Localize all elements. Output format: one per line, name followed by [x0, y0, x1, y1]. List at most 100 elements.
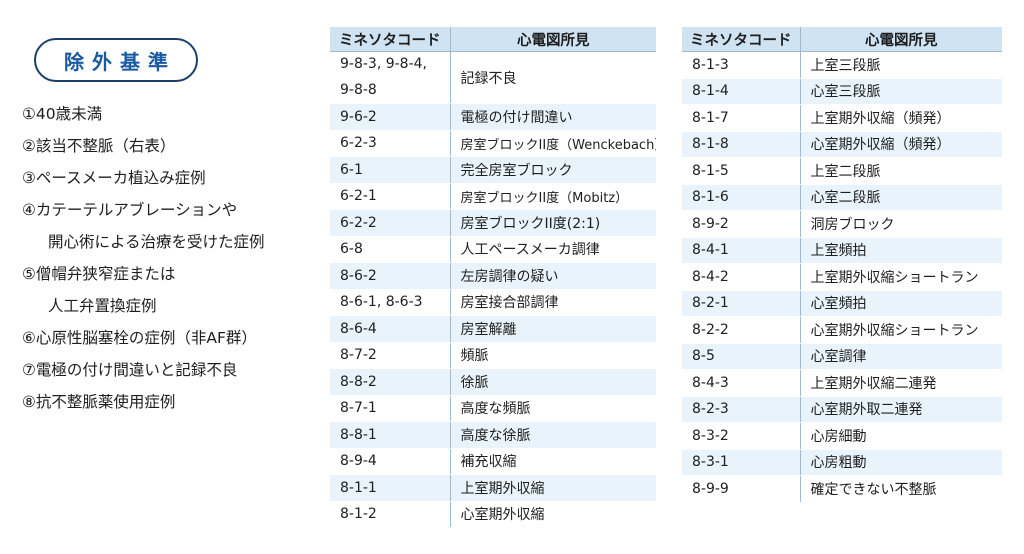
ecg-finding-cell: 房室ブロックII度（Wenckebach） — [450, 130, 656, 157]
minnesota-code-cell: 8-9-2 — [682, 210, 801, 238]
minnesota-code-cell: 6-2-1 — [330, 183, 451, 210]
minnesota-code-cell: 8-2-1 — [682, 290, 801, 317]
ecg-finding-cell: 心室期外収縮 — [450, 501, 656, 528]
table-row: 8-4-3 上室期外収縮二連発 — [682, 369, 1002, 397]
ecg-finding-cell: 洞房ブロック — [800, 210, 1002, 238]
ecg-finding-cell: 房室ブロックII度（Mobitz） — [450, 183, 656, 210]
ecg-finding-cell: 高度な徐脈 — [450, 421, 656, 449]
ecg-finding-cell: 上室二段脈 — [800, 157, 1002, 185]
table-row: 8-4-2 上室期外収縮ショートラン — [682, 263, 1002, 291]
ecg-finding-cell: 補充収縮 — [450, 448, 656, 475]
table-row: 9-6-2 電極の付け間違い — [330, 103, 656, 131]
table-row: 8-7-1 高度な頻脈 — [330, 395, 656, 422]
table-row: 6-1 完全房室ブロック — [330, 156, 656, 184]
ecg-finding-cell: 上室期外収縮ショートラン — [800, 263, 1002, 291]
criteria-item: ⑤僧帽弁狭窄症または — [22, 265, 176, 283]
minnesota-code-cell: 8-9-4 — [330, 448, 451, 475]
ecg-finding-cell: 心室期外収縮（頻発） — [800, 131, 1002, 158]
minnesota-code-cell: 8-1-1 — [330, 474, 451, 502]
minnesota-code-cell: 8-2-2 — [682, 316, 801, 344]
table-row: 8-7-2 頻脈 — [330, 342, 656, 369]
ecg-finding-cell: 人工ペースメーカ調律 — [450, 236, 656, 263]
minnesota-code-cell: 8-4-2 — [682, 263, 801, 291]
exclusion-criteria-title: 除外基準 — [64, 49, 176, 74]
minnesota-code-cell: 8-6-1, 8-6-3 — [330, 289, 451, 316]
ecg-finding-cell: 頻脈 — [450, 342, 656, 369]
ecg-finding-cell: 心房細動 — [800, 422, 1002, 450]
table-row: 8-2-2 心室期外収縮ショートラン — [682, 316, 1002, 344]
table-row: 8-1-1 上室期外収縮 — [330, 474, 656, 502]
table-row: 8-6-2 左房調律の疑い — [330, 262, 656, 290]
ecg-finding-cell: 上室期外収縮二連発 — [800, 369, 1002, 397]
minnesota-code-cell: 6-8 — [330, 236, 451, 263]
table-row: 8-1-6 心室二段脈 — [682, 184, 1002, 211]
minnesota-code-cell: 9-6-2 — [330, 103, 451, 131]
minnesota-code-cell: 8-7-1 — [330, 395, 451, 422]
minnesota-code-cell: 8-8-2 — [330, 368, 451, 396]
table-row: 8-2-1 心室頻拍 — [682, 290, 1002, 317]
ecg-finding-cell: 徐脈 — [450, 368, 656, 396]
table-row: 8-1-4 心室三段脈 — [682, 78, 1002, 105]
minnesota-code-cell: 8-6-2 — [330, 262, 451, 290]
minnesota-code-cell: 8-2-3 — [682, 396, 801, 423]
minnesota-code-cell: 8-3-2 — [682, 422, 801, 450]
criteria-item: ⑧抗不整脈薬使用症例 — [22, 393, 176, 411]
ecg-finding-cell: 電極の付け間違い — [450, 103, 656, 131]
table-row: 8-6-1, 8-6-3 房室接合部調律 — [330, 289, 656, 316]
ecg-finding-cell: 確定できない不整脈 — [800, 475, 1002, 503]
header-ecg-finding: 心電図所見 — [450, 27, 656, 52]
ecg-finding-cell: 心室期外収縮ショートラン — [800, 316, 1002, 344]
exclusion-criteria-list: ①40歳未満 ②該当不整脈（右表） ③ペースメーカ植込み症例 ④カテーテルアブレ… — [22, 98, 265, 418]
minnesota-code-cell: 8-9-9 — [682, 475, 801, 503]
table-row: 9-8-3, 9-8-4, 9-8-8 記録不良 — [330, 51, 656, 104]
ecg-finding-cell: 心室二段脈 — [800, 184, 1002, 211]
ecg-finding-cell: 心室頻拍 — [800, 290, 1002, 317]
table-header-row: ミネソタコード 心電図所見 — [330, 27, 656, 52]
minnesota-code-cell: 8-1-5 — [682, 157, 801, 185]
table-row: 8-1-3 上室三段脈 — [682, 51, 1002, 79]
table-row: 6-8 人工ペースメーカ調律 — [330, 236, 656, 263]
minnesota-code-cell: 6-2-2 — [330, 209, 451, 237]
minnesota-code-cell: 8-8-1 — [330, 421, 451, 449]
table-header-row: ミネソタコード 心電図所見 — [682, 27, 1002, 52]
header-ecg-finding: 心電図所見 — [800, 27, 1002, 52]
ecg-finding-cell: 心室調律 — [800, 343, 1002, 370]
table-row: 8-3-2 心房細動 — [682, 422, 1002, 450]
minnesota-code-cell: 6-2-3 — [330, 130, 451, 157]
arrhythmia-table-right: ミネソタコード 心電図所見 8-1-3 上室三段脈 8-1-4 心室三段脈 8-1-7 上… — [682, 27, 1002, 503]
minnesota-code-cell: 8-3-1 — [682, 449, 801, 476]
minnesota-code-cell: 8-1-6 — [682, 184, 801, 211]
ecg-finding-cell: 心室期外取二連発 — [800, 396, 1002, 423]
table-row: 6-2-1 房室ブロックII度（Mobitz） — [330, 183, 656, 210]
minnesota-code-line: 9-8-3, 9-8-4, — [340, 56, 428, 72]
ecg-finding-cell: 左房調律の疑い — [450, 262, 656, 290]
ecg-finding-cell: 記録不良 — [450, 51, 656, 104]
table-row: 6-2-3 房室ブロックII度（Wenckebach） — [330, 130, 656, 157]
ecg-finding-cell: 高度な頻脈 — [450, 395, 656, 422]
ecg-finding-cell: 心室三段脈 — [800, 78, 1002, 105]
minnesota-code-cell: 8-1-4 — [682, 78, 801, 105]
minnesota-code-cell: 8-4-1 — [682, 237, 801, 264]
minnesota-code-cell: 8-7-2 — [330, 342, 451, 369]
minnesota-code-cell: 8-1-2 — [330, 501, 451, 528]
criteria-item: ①40歳未満 — [22, 105, 103, 123]
minnesota-code-cell: 8-6-4 — [330, 315, 451, 343]
table-body-right: 8-1-3 上室三段脈 8-1-4 心室三段脈 8-1-7 上室期外収縮（頻発） 8-1-8… — [682, 51, 1002, 503]
ecg-finding-cell: 上室期外収縮 — [450, 474, 656, 502]
ecg-finding-cell: 上室期外収縮（頻発） — [800, 104, 1002, 132]
exclusion-criteria-badge: 除外基準 — [34, 38, 198, 82]
minnesota-code-cell: 8-1-8 — [682, 131, 801, 158]
table-row: 8-6-4 房室解離 — [330, 315, 656, 343]
ecg-finding-cell: 上室頻拍 — [800, 237, 1002, 264]
table-row: 8-9-9 確定できない不整脈 — [682, 475, 1002, 503]
table-row: 6-2-2 房室ブロックII度(2:1) — [330, 209, 656, 237]
table-row: 8-9-2 洞房ブロック — [682, 210, 1002, 238]
criteria-item: ②該当不整脈（右表） — [22, 137, 176, 155]
table-body-left: 9-8-3, 9-8-4, 9-8-8 記録不良 9-6-2 電極の付け間違い 6-2-3… — [330, 51, 656, 528]
minnesota-code-line: 9-8-8 — [340, 81, 377, 98]
table-row: 8-1-8 心室期外収縮（頻発） — [682, 131, 1002, 158]
table-row: 8-5 心室調律 — [682, 343, 1002, 370]
ecg-finding-cell: 房室ブロックII度(2:1) — [450, 209, 656, 237]
minnesota-code-cell: 8-5 — [682, 343, 801, 370]
minnesota-code-cell: 9-8-3, 9-8-4, 9-8-8 — [330, 51, 451, 104]
